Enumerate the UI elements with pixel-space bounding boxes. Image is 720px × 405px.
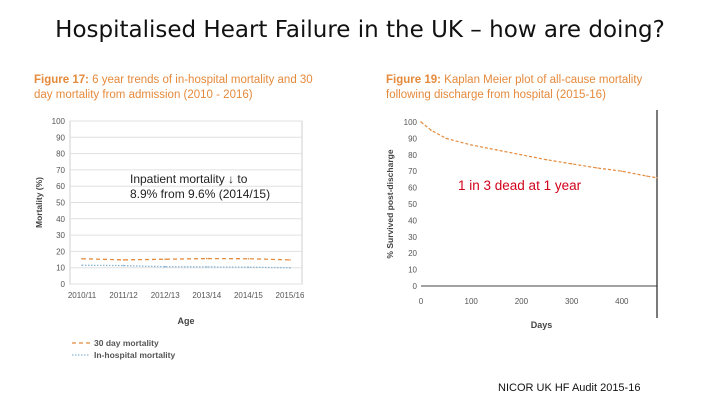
one-year-mortality-annotation: 1 in 3 dead at 1 year	[458, 178, 582, 193]
fig19-data-point	[545, 159, 548, 161]
fig19-xtick-label: 100	[465, 297, 479, 306]
fig19-data-point	[656, 177, 658, 179]
fig19-xtick-label: 0	[419, 297, 424, 306]
fig19-ytick-label: 100	[404, 118, 418, 127]
annotation-line-1: Inpatient mortality ↓ to	[130, 172, 248, 186]
fig17-xtick-label: 2010/11	[68, 291, 97, 300]
fig19-data-point	[495, 149, 498, 151]
fig17-data-point	[206, 266, 208, 268]
fig17-ytick-label: 80	[56, 150, 65, 159]
fig17-data-point	[247, 257, 250, 260]
fig19-data-point	[520, 154, 523, 156]
fig17-data-point	[81, 257, 83, 260]
fig19-y-axis-label: % Survived post-discharge	[385, 149, 395, 258]
figure-17-caption: Figure 17: 6 year trends of in-hospital …	[34, 73, 334, 103]
fig19-ytick-label: 10	[408, 266, 417, 275]
fig17-data-point	[81, 264, 83, 267]
fig19-ytick-label: 90	[408, 134, 417, 143]
fig17-ytick-label: 0	[61, 280, 66, 289]
fig17-legend-label: In-hospital mortality	[94, 350, 176, 360]
fig19-data-point	[621, 170, 623, 172]
annotation-line-2: 8.9% from 9.6% (2014/15)	[130, 187, 271, 201]
fig19-ytick-label: 60	[408, 184, 417, 193]
fig17-xtick-label: 2014/15	[234, 291, 263, 300]
fig19-data-point	[570, 163, 573, 165]
fig19-ytick-label: 0	[413, 282, 418, 291]
fig17-data-point	[289, 266, 291, 269]
fig19-ytick-label: 80	[408, 151, 417, 160]
fig17-ytick-label: 50	[56, 199, 65, 208]
fig17-data-point	[122, 259, 125, 261]
figure-17-caption-line1: 6 year trends of in-hospital mortality a…	[88, 74, 313, 86]
fig19-data-point	[596, 167, 598, 169]
fig17-data-point	[164, 265, 166, 268]
fig19-data-point	[420, 121, 422, 123]
fig17-ytick-label: 30	[56, 231, 65, 240]
fig17-xtick-label: 2015/16	[276, 291, 305, 300]
inpatient-mortality-annotation: Inpatient mortality ↓ to 8.9% from 9.6% …	[130, 172, 270, 202]
fig17-ytick-label: 10	[56, 264, 65, 273]
fig17-ytick-label: 90	[56, 133, 65, 142]
fig17-ytick-label: 60	[56, 182, 65, 191]
figure-17-caption-line2: day mortality from admission (2010 - 201…	[34, 89, 253, 101]
fig19-ytick-label: 30	[408, 233, 417, 242]
figure-19-caption: Figure 19: Kaplan Meier plot of all-caus…	[386, 73, 686, 103]
fig17-ytick-label: 70	[56, 166, 65, 175]
fig17-x-axis-label: Age	[177, 316, 194, 326]
fig17-data-point	[122, 264, 125, 267]
fig19-data-point	[445, 137, 447, 140]
fig17-ytick-label: 100	[52, 117, 66, 126]
fig17-data-point	[206, 257, 208, 260]
fig19-ytick-label: 70	[408, 167, 417, 176]
figure-19-caption-line1: Kaplan Meier plot of all-cause mortality	[440, 74, 643, 86]
fig19-data-point	[470, 144, 472, 146]
fig17-xtick-label: 2012/13	[151, 291, 180, 300]
fig19-ytick-label: 20	[408, 249, 417, 258]
figure-19-label: Figure 19:	[386, 74, 441, 86]
figure-17-label: Figure 17:	[34, 74, 89, 86]
fig17-data-point	[164, 258, 166, 261]
fig19-data-point	[646, 175, 648, 177]
source-citation: NICOR UK HF Audit 2015-16	[498, 382, 641, 394]
fig17-xtick-label: 2011/12	[109, 291, 138, 300]
fig19-survival-curve	[420, 121, 658, 179]
fig17-ytick-label: 40	[56, 215, 65, 224]
slide-title: Hospitalised Heart Failure in the UK – h…	[55, 17, 665, 43]
fig17-xtick-label: 2013/14	[192, 291, 221, 300]
fig19-ytick-label: 50	[408, 200, 417, 209]
figure-19-caption-line2: following discharge from hospital (2015-…	[386, 89, 606, 101]
fig17-ytick-label: 20	[56, 247, 65, 256]
fig19-x-axis-label: Days	[531, 320, 553, 330]
fig17-y-axis-label: Mortality (%)	[34, 177, 44, 228]
fig19-xtick-label: 300	[565, 297, 579, 306]
fig17-data-point	[247, 266, 250, 269]
fig19-xtick-label: 400	[615, 297, 629, 306]
fig17-data-point	[289, 259, 291, 261]
fig17-legend-label: 30 day mortality	[94, 338, 159, 348]
fig19-xtick-label: 200	[515, 297, 529, 306]
fig19-ytick-label: 40	[408, 216, 417, 225]
fig19-data-point	[430, 129, 432, 131]
